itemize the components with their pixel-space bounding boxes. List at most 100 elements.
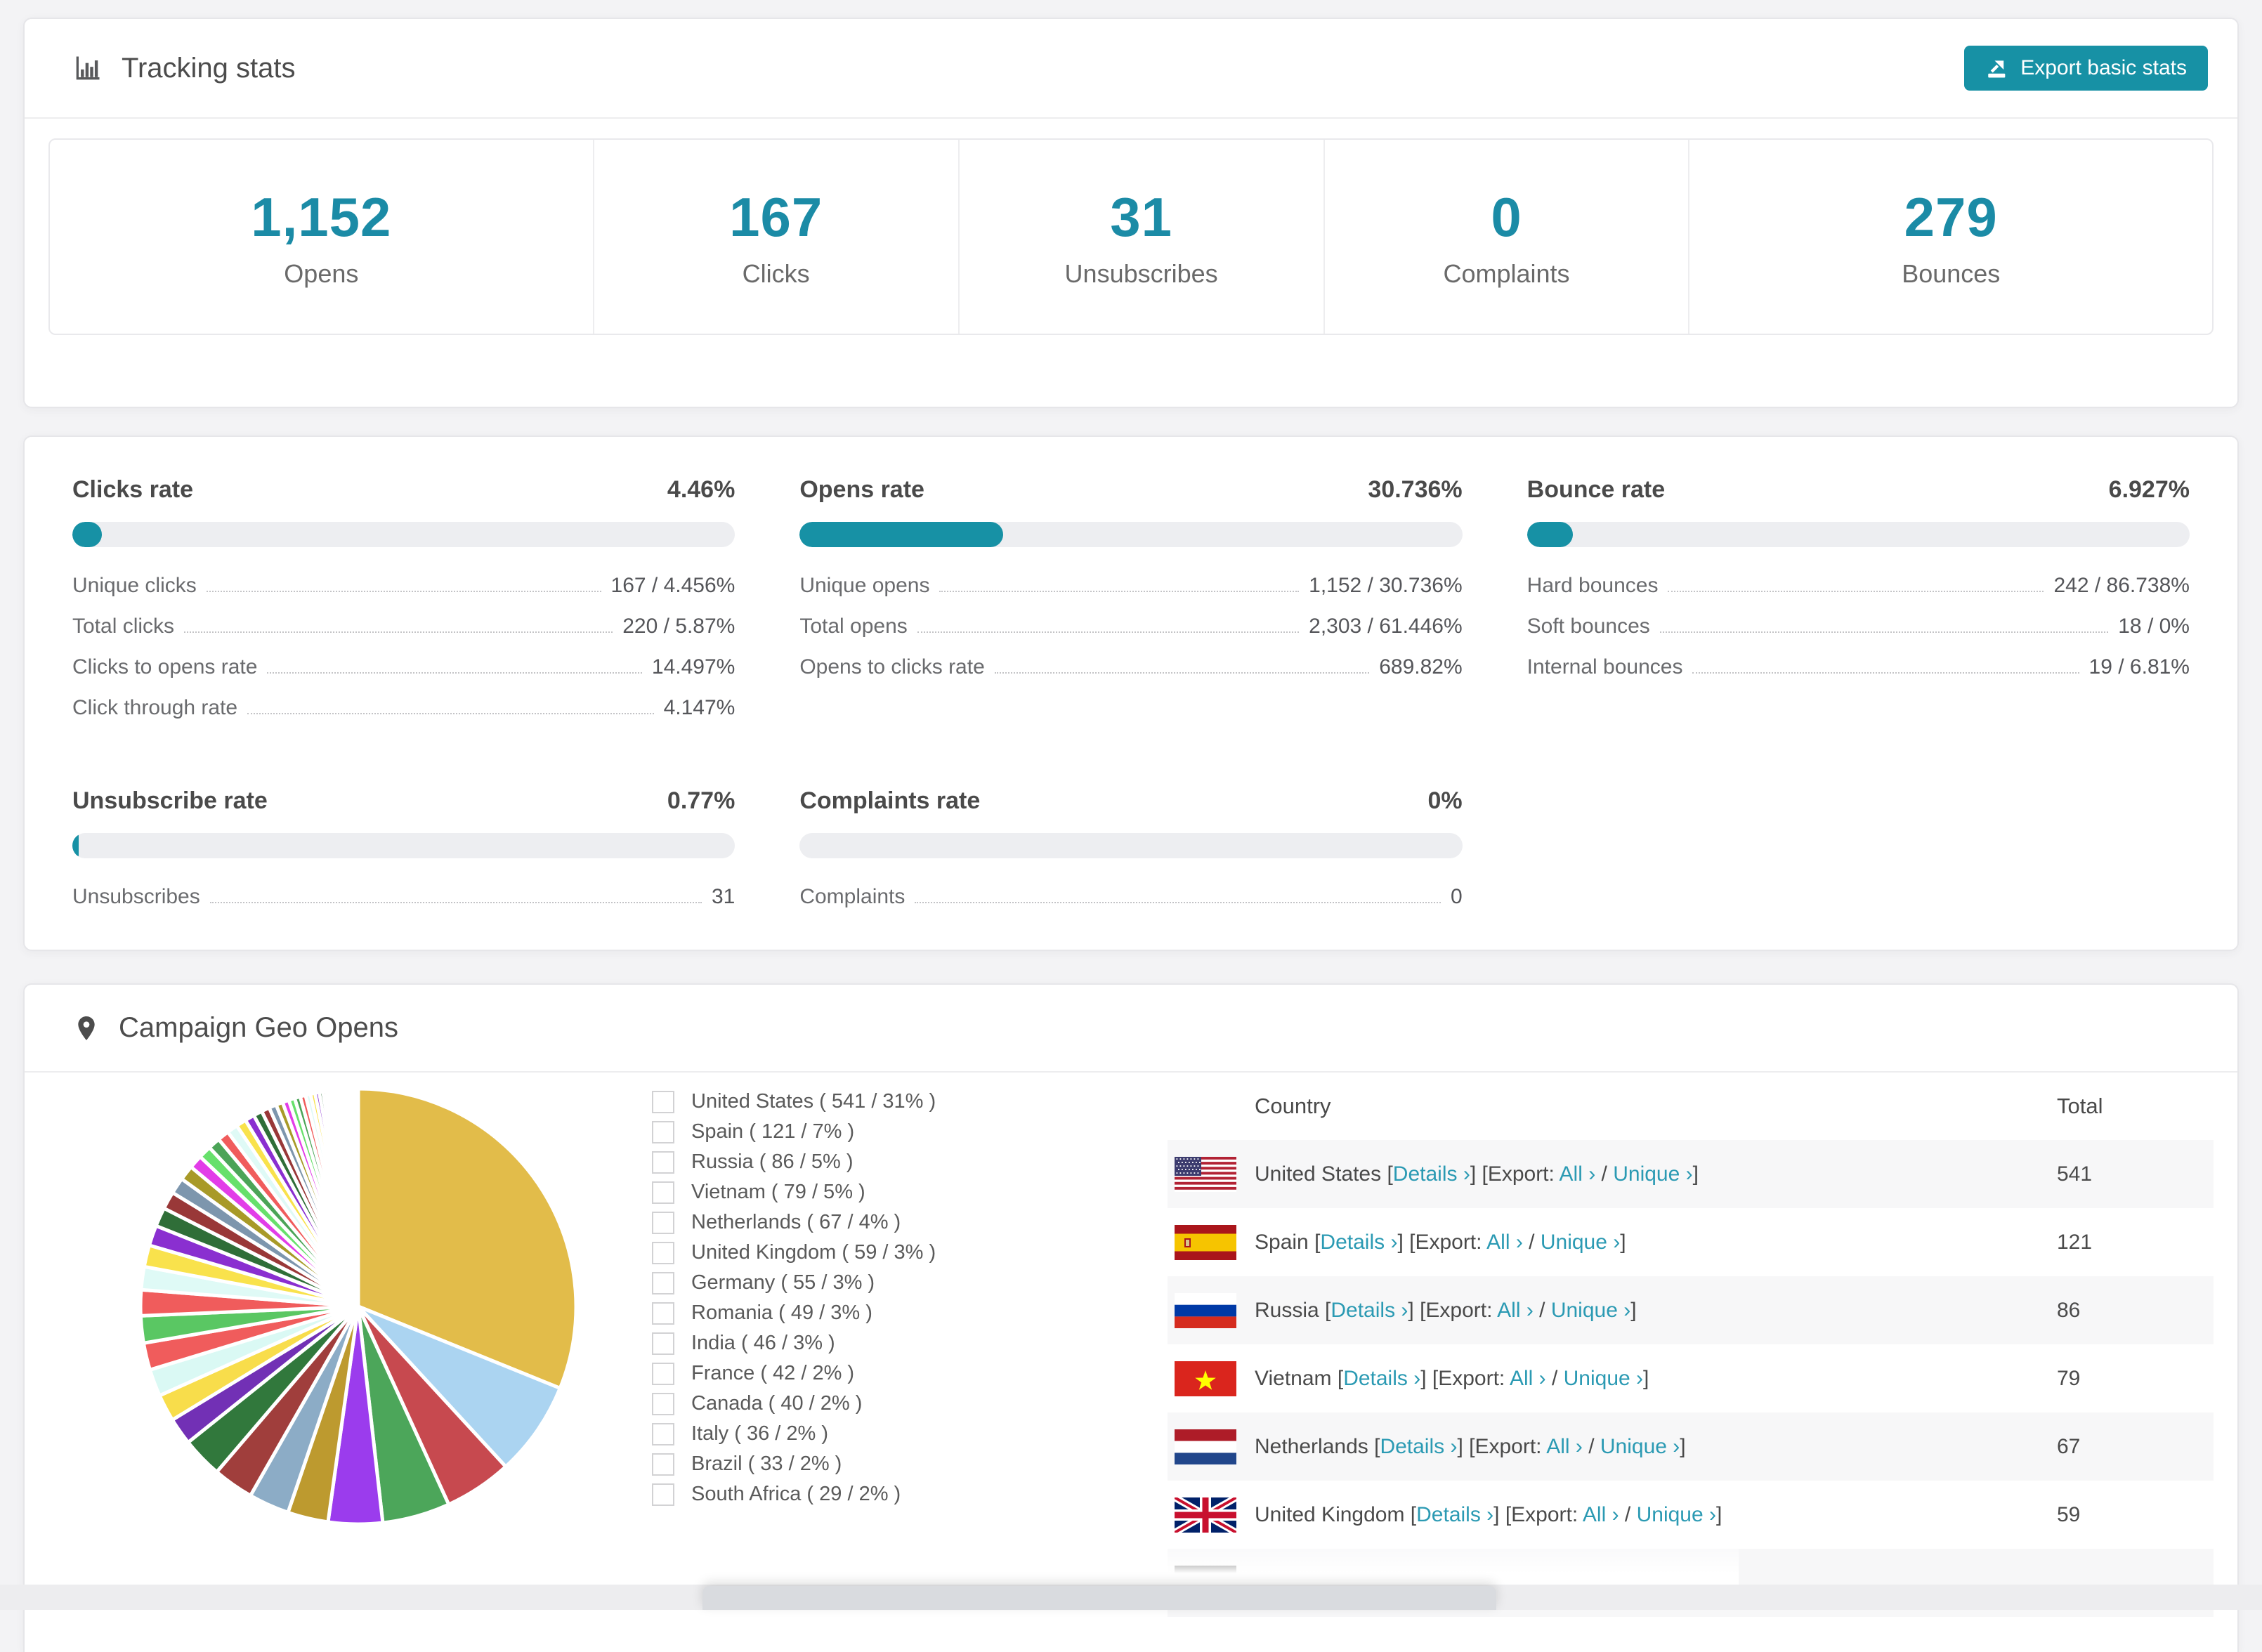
legend-color-chip xyxy=(652,1242,674,1264)
dotted-leader xyxy=(207,591,601,592)
legend-label: United States ( 541 / 31% ) xyxy=(691,1090,936,1113)
legend-label: India ( 46 / 3% ) xyxy=(691,1332,835,1355)
geo-export-all-link[interactable]: All › xyxy=(1486,1231,1523,1254)
legend-label: Netherlands ( 67 / 4% ) xyxy=(691,1211,901,1234)
export-basic-stats-button[interactable]: Export basic stats xyxy=(1964,46,2208,91)
country-name: Russia [ xyxy=(1255,1299,1331,1322)
country-cell: United Kingdom [Details ›] [Export: All … xyxy=(1255,1503,2057,1527)
rate-detail-label: Internal bounces xyxy=(1527,655,1683,679)
dotted-leader xyxy=(1660,631,2108,633)
legend-item: Canada ( 40 / 2% ) xyxy=(652,1389,936,1419)
geo-export-all-link[interactable]: All › xyxy=(1510,1367,1546,1390)
us-flag-icon xyxy=(1168,1157,1255,1192)
legend-color-chip xyxy=(652,1483,674,1506)
dotted-leader xyxy=(939,591,1299,592)
geo-export-unique-link[interactable]: Unique › xyxy=(1551,1299,1630,1322)
ru-flag-icon xyxy=(1168,1293,1255,1328)
legend-color-chip xyxy=(652,1302,674,1325)
dotted-leader xyxy=(1668,591,2044,592)
summary-stat-label: Opens xyxy=(284,259,358,289)
geo-details-link[interactable]: Details › xyxy=(1380,1435,1457,1458)
map-pin-icon xyxy=(72,1014,100,1042)
page-title: Tracking stats xyxy=(122,53,295,84)
rate-value: 30.736% xyxy=(1368,476,1462,504)
rate-detail-label: Total opens xyxy=(799,615,907,638)
legend-color-chip xyxy=(652,1363,674,1385)
country-column-header: Country xyxy=(1255,1094,2057,1119)
rate-detail-label: Unsubscribes xyxy=(72,885,200,909)
geo-export-all-link[interactable]: All › xyxy=(1560,1162,1596,1186)
rate-detail-value: 0 xyxy=(1451,885,1463,909)
summary-stat-value: 167 xyxy=(729,185,823,249)
legend-label: Brazil ( 33 / 2% ) xyxy=(691,1453,842,1476)
geo-details-link[interactable]: Details › xyxy=(1320,1231,1397,1254)
legend-item: Italy ( 36 / 2% ) xyxy=(652,1419,936,1449)
legend-label: Germany ( 55 / 3% ) xyxy=(691,1271,875,1294)
section-title: Campaign Geo Opens xyxy=(119,1012,398,1044)
geo-export-unique-link[interactable]: Unique › xyxy=(1637,1503,1716,1526)
geo-details-link[interactable]: Details › xyxy=(1393,1162,1470,1186)
rate-value: 0.77% xyxy=(667,787,735,815)
dotted-leader xyxy=(995,672,1369,674)
legend-color-chip xyxy=(652,1272,674,1294)
gb-flag-icon xyxy=(1168,1497,1255,1533)
table-row: Russia [Details ›] [Export: All › / Uniq… xyxy=(1168,1276,2214,1344)
rate-progress-track xyxy=(72,522,735,547)
legend-item: United Kingdom ( 59 / 3% ) xyxy=(652,1238,936,1268)
geo-table-header-row: Country Total xyxy=(1168,1073,2214,1140)
legend-item: France ( 42 / 2% ) xyxy=(652,1358,936,1389)
legend-color-chip xyxy=(652,1181,674,1204)
table-row: United Kingdom [Details ›] [Export: All … xyxy=(1168,1481,2214,1549)
geo-export-unique-link[interactable]: Unique › xyxy=(1613,1162,1692,1186)
export-icon xyxy=(1985,56,2009,80)
dotted-leader xyxy=(267,672,641,674)
pie-legend: United States ( 541 / 31% )Spain ( 121 /… xyxy=(652,1087,936,1509)
rate-detail-value: 220 / 5.87% xyxy=(622,615,735,638)
horizontal-scrollbar-thumb[interactable] xyxy=(702,1586,1496,1610)
legend-item: Netherlands ( 67 / 4% ) xyxy=(652,1207,936,1238)
dotted-leader xyxy=(915,902,1441,903)
geo-details-link[interactable]: Details › xyxy=(1343,1367,1420,1390)
geo-export-all-link[interactable]: All › xyxy=(1546,1435,1583,1458)
legend-item: United States ( 541 / 31% ) xyxy=(652,1087,936,1117)
rate-name: Unsubscribe rate xyxy=(72,787,268,815)
geo-export-all-link[interactable]: All › xyxy=(1583,1503,1619,1526)
total-column-header: Total xyxy=(2057,1094,2214,1119)
legend-color-chip xyxy=(652,1453,674,1476)
country-name: United Kingdom [ xyxy=(1255,1503,1416,1526)
legend-color-chip xyxy=(652,1423,674,1446)
country-cell: Vietnam [Details ›] [Export: All › / Uni… xyxy=(1255,1367,2057,1391)
vn-flag-icon xyxy=(1168,1361,1255,1396)
country-name: Spain [ xyxy=(1255,1231,1320,1254)
rate-detail-label: Clicks to opens rate xyxy=(72,655,257,679)
rate-detail-label: Unique clicks xyxy=(72,574,197,598)
rate-detail-value: 167 / 4.456% xyxy=(611,574,736,598)
rate-detail-value: 1,152 / 30.736% xyxy=(1309,574,1463,598)
legend-item: South Africa ( 29 / 2% ) xyxy=(652,1479,936,1509)
geo-export-unique-link[interactable]: Unique › xyxy=(1564,1367,1643,1390)
dotted-leader xyxy=(184,631,613,633)
geo-details-link[interactable]: Details › xyxy=(1416,1503,1493,1526)
rate-name: Clicks rate xyxy=(72,476,193,504)
geo-export-all-link[interactable]: All › xyxy=(1497,1299,1534,1322)
rate-detail-value: 242 / 86.738% xyxy=(2053,574,2190,598)
legend-item: India ( 46 / 3% ) xyxy=(652,1328,936,1358)
rate-progress-track xyxy=(1527,522,2190,547)
rate-progress-track xyxy=(799,833,1462,858)
geo-export-unique-link[interactable]: Unique › xyxy=(1541,1231,1620,1254)
legend-color-chip xyxy=(652,1151,674,1174)
geo-details-link[interactable]: Details › xyxy=(1331,1299,1408,1322)
geo-export-unique-link[interactable]: Unique › xyxy=(1600,1435,1680,1458)
rate-progress-fill xyxy=(72,522,102,547)
